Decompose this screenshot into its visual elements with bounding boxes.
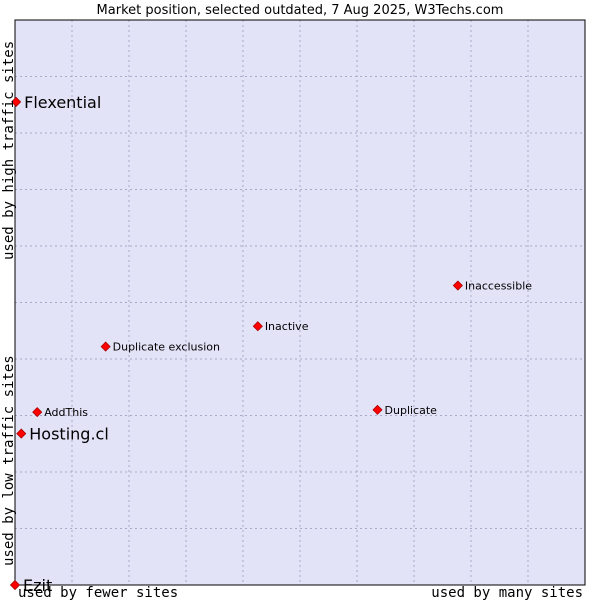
- point-hosting-cl: Hosting.cl: [16, 425, 109, 444]
- y-axis-label-low: used by low traffic sites: [1, 355, 17, 566]
- point-label-ezit: Ezit: [23, 576, 52, 595]
- x-axis-label-low: used by fewer sites: [18, 585, 178, 600]
- data-points: Flexential Inaccessible Inactive Duplicate …: [9, 93, 532, 595]
- point-marker-inaccessible: [452, 280, 463, 291]
- chart-title: Market position, selected outdated, 7 Au…: [97, 3, 504, 18]
- point-ezit: Ezit: [9, 576, 52, 595]
- point-duplicate: Duplicate: [372, 404, 438, 417]
- point-label-duplicate: Duplicate: [385, 404, 438, 417]
- y-axis-label-high: used by high traffic sites: [1, 41, 17, 260]
- point-flexential: Flexential: [11, 93, 101, 112]
- point-marker-inactive: [252, 321, 263, 332]
- point-label-flexential: Flexential: [24, 93, 101, 112]
- point-marker-ezit: [9, 579, 21, 591]
- point-label-inaccessible: Inaccessible: [465, 280, 532, 293]
- point-label-inactive: Inactive: [265, 320, 309, 333]
- point-label-hosting-cl: Hosting.cl: [29, 425, 109, 444]
- point-marker-addthis: [32, 407, 43, 418]
- point-marker-flexential: [11, 96, 22, 107]
- point-marker-hosting-cl: [16, 428, 27, 439]
- point-label-duplicate-exclusion: Duplicate exclusion: [113, 341, 220, 354]
- point-inactive: Inactive: [252, 320, 309, 333]
- point-marker-duplicate-exclusion: [100, 341, 111, 352]
- point-inaccessible: Inaccessible: [452, 280, 532, 293]
- point-marker-duplicate: [372, 404, 383, 415]
- point-addthis: AddThis: [32, 406, 88, 419]
- point-label-addthis: AddThis: [44, 406, 88, 419]
- point-duplicate-exclusion: Duplicate exclusion: [100, 341, 220, 354]
- plot-border: [14, 19, 586, 586]
- x-axis-label-high: used by many sites: [431, 585, 583, 600]
